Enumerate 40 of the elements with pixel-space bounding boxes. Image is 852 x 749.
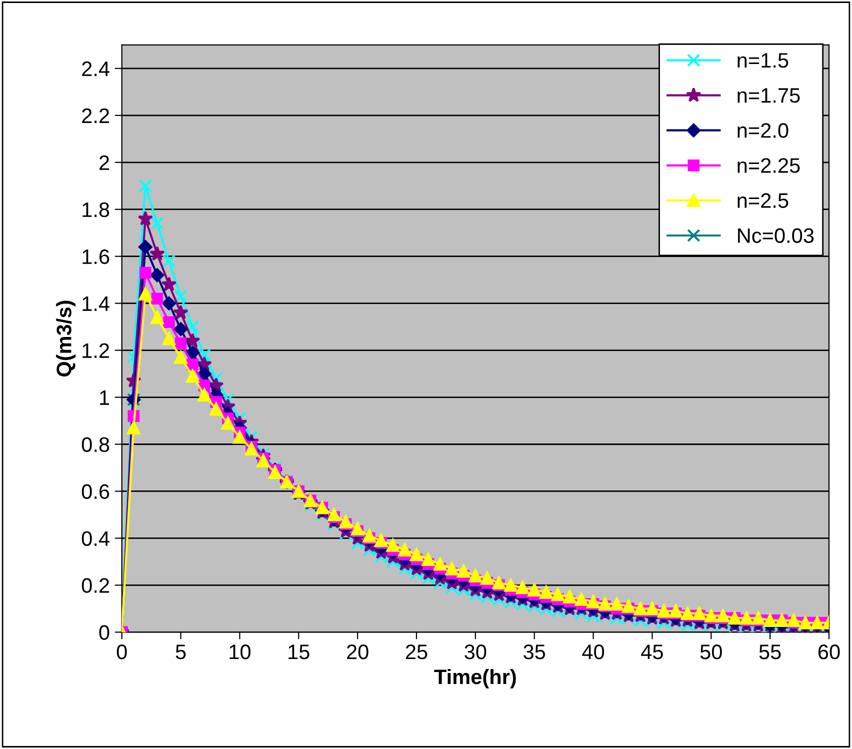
- legend-label: n=2.0: [738, 123, 788, 138]
- x-tick-label: 20: [347, 644, 368, 660]
- y-tick-label: 2.4: [82, 61, 110, 76]
- legend-label: n=2.25: [738, 158, 800, 173]
- x-tick-label: 10: [230, 644, 250, 660]
- x-tick-label: 40: [582, 644, 604, 660]
- y-tick-label: 1.8: [82, 202, 110, 218]
- y-axis-title: Q(m3/s): [56, 300, 76, 376]
- y-tick-label: 1: [100, 390, 110, 405]
- x-tick-label: 55: [759, 644, 781, 660]
- x-tick-label: 45: [641, 644, 663, 660]
- x-tick-label: 60: [818, 644, 840, 660]
- point: [174, 322, 188, 336]
- x-tick-label: 25: [406, 644, 428, 660]
- point: [162, 296, 176, 310]
- y-tick-label: 0.4: [82, 531, 110, 546]
- y-tick-label: 2: [99, 155, 109, 170]
- x-tick-label: 30: [464, 644, 486, 660]
- x-tick-label: 0: [116, 644, 127, 660]
- x-tick-label: 50: [700, 644, 722, 660]
- point: [186, 346, 200, 360]
- x-axis-title: Time(hr): [434, 668, 516, 688]
- y-tick-label: 1.6: [82, 249, 110, 264]
- x-tick-label: 15: [288, 644, 310, 660]
- legend-label: n=1.75: [738, 88, 800, 103]
- y-tick-label: 0: [99, 625, 110, 640]
- y-tick-label: 2.2: [82, 108, 109, 123]
- x-tick-label: 35: [524, 644, 546, 660]
- x-tick-label: 5: [176, 644, 186, 660]
- point: [150, 268, 164, 282]
- y-tick-label: 1.2: [82, 343, 109, 358]
- y-tick-label: 0.6: [82, 484, 110, 499]
- y-tick-label: 0.2: [82, 578, 109, 593]
- point: [197, 366, 212, 381]
- legend-label: Nc=0.03: [738, 228, 814, 243]
- legend-label: n=1.5: [738, 53, 788, 68]
- y-tick-label: 0.8: [82, 437, 110, 452]
- legend-label: n=2.5: [738, 193, 788, 208]
- point: [138, 240, 152, 254]
- y-tick-label: 1.4: [82, 296, 110, 311]
